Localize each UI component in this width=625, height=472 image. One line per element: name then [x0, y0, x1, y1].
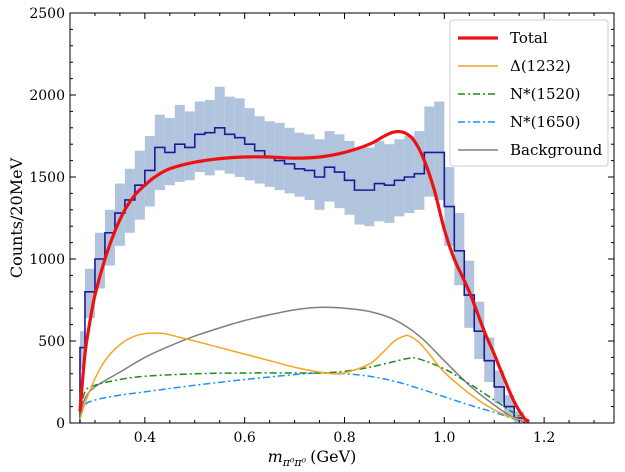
plot-area: [78, 86, 531, 423]
series-line-delta: [79, 332, 530, 423]
error-band-bin: [104, 209, 115, 266]
y-tick-label: 0: [56, 416, 65, 432]
histogram-step-line: [79, 127, 525, 423]
error-band-bin: [264, 121, 275, 187]
error-band-bin: [144, 136, 155, 207]
plot-frame: [69, 12, 615, 424]
error-band-bin: [114, 183, 125, 246]
error-band-bin: [214, 86, 225, 171]
error-band-bin: [334, 134, 345, 209]
error-band-bin: [79, 331, 85, 369]
y-axis-label: Counts/20MeV: [7, 157, 26, 278]
x-tick-label: 0.8: [333, 430, 355, 446]
x-tick-label: 1.2: [533, 430, 555, 446]
error-band-bin: [294, 132, 305, 197]
series-line-background: [79, 306, 530, 423]
error-band-bin: [324, 131, 335, 202]
error-band-bin: [284, 127, 295, 194]
error-band-bin: [184, 111, 195, 181]
error-band-bin: [454, 213, 465, 286]
error-band-bin: [174, 104, 185, 182]
error-band-bin: [374, 140, 385, 222]
error-band-bin: [314, 139, 325, 210]
error-band-bin: [484, 337, 495, 382]
x-axis-label-sub: π⁰π⁰: [282, 456, 307, 469]
error-band-bin: [304, 134, 315, 200]
x-tick-label: 0.6: [234, 430, 256, 446]
error-band-bin: [404, 136, 415, 214]
y-tick-label: 1000: [29, 252, 65, 268]
error-band-bin: [474, 301, 485, 360]
series-line-n1650: [79, 372, 530, 423]
legend-label-n1650: N*(1650): [510, 113, 581, 131]
x-axis-label: mπ⁰π⁰ (GeV): [268, 447, 357, 469]
error-band-bin: [414, 131, 425, 210]
y-tick-label: 1500: [29, 170, 65, 186]
error-band-bin: [84, 268, 95, 319]
legend-label-total: Total: [510, 29, 548, 47]
x-axis-label-main: m: [268, 447, 283, 466]
error-band-bin: [394, 139, 405, 217]
legend-label-background: Background: [510, 141, 603, 159]
error-band-bin: [344, 140, 355, 215]
error-band-bin: [354, 147, 365, 225]
error-band-bin: [254, 116, 265, 184]
x-axis-label-unit: (GeV): [310, 447, 356, 466]
error-band-bin: [434, 101, 445, 200]
series-line-total: [78, 129, 531, 423]
legend-label-delta: Δ(1232): [510, 57, 571, 75]
error-band-bin: [204, 99, 215, 176]
error-band-bin: [154, 114, 165, 191]
error-band-bin: [224, 96, 235, 174]
x-tick-label: 0.4: [134, 430, 156, 446]
y-tick-label: 500: [38, 334, 65, 350]
error-band-bin: [424, 106, 435, 197]
plot-content: [78, 86, 531, 423]
axis-ticks: 0.4 0.6 0.8 1.0 1.2 0 500 1000 1500 2000 2500: [29, 6, 614, 446]
error-band-bin: [364, 147, 375, 227]
series-line-n1520: [79, 357, 530, 423]
legend-label-n1520: N*(1520): [510, 85, 581, 103]
x-tick-label: 1.0: [433, 430, 455, 446]
y-tick-label: 2000: [29, 88, 65, 104]
y-tick-label: 2500: [29, 6, 65, 22]
error-band-bin: [194, 101, 205, 173]
legend: Total Δ(1232) N*(1520) N*(1650) Background: [449, 19, 609, 167]
error-band-bin: [384, 144, 395, 223]
error-band-bin: [504, 395, 515, 417]
error-band-bin: [164, 117, 175, 186]
error-band-bin: [94, 232, 105, 289]
legend-box: [449, 19, 609, 167]
